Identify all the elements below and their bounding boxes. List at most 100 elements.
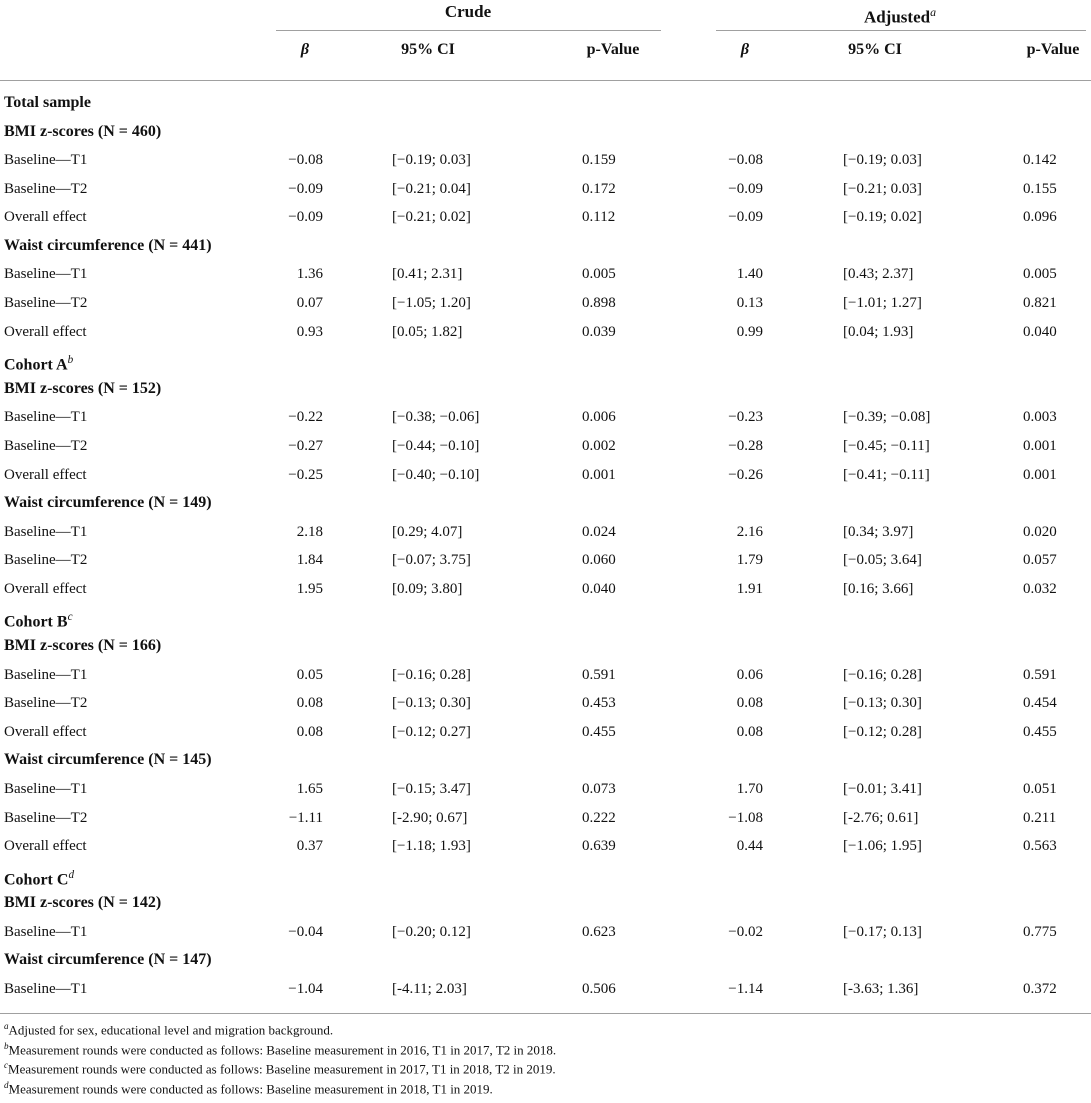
column-header: β <box>740 41 750 58</box>
row-label: Baseline—T1 <box>4 780 88 797</box>
cell: −0.28 <box>728 437 763 454</box>
row-label: Baseline—T2 <box>4 809 88 826</box>
measure-title: Waist circumference (N = 147) <box>4 951 212 969</box>
cell: 0.211 <box>1023 809 1057 826</box>
measure-title: BMI z-scores (N = 142) <box>4 894 162 912</box>
footnote-text: Measurement rounds were conducted as fol… <box>8 1080 493 1096</box>
cell: 0.591 <box>582 666 616 683</box>
cell: [−0.21; 0.04] <box>392 180 471 197</box>
cell: 0.821 <box>1023 295 1057 312</box>
cell: −1.08 <box>728 809 763 826</box>
cell: [-4.11; 2.03] <box>392 980 467 997</box>
cell: [−0.40; −0.10] <box>392 466 480 483</box>
cell: [−0.07; 3.75] <box>392 552 471 569</box>
cell: [0.29; 4.07] <box>392 523 463 540</box>
cell: [−0.17; 0.13] <box>843 923 922 940</box>
cell: [−0.13; 0.30] <box>392 695 471 712</box>
cell: [−0.45; −0.11] <box>843 437 930 454</box>
row-label: Baseline—T2 <box>4 552 88 569</box>
section-title: Cohort Cd <box>4 865 74 890</box>
group-header: Crude <box>318 2 618 22</box>
footnote-text: Adjusted for sex, educational level and … <box>8 1022 334 1038</box>
cell: 0.372 <box>1023 980 1057 997</box>
cell: −0.26 <box>728 466 763 483</box>
cell: [−0.12; 0.27] <box>392 723 471 740</box>
cell: [0.05; 1.82] <box>392 323 463 340</box>
section-title-sup: d <box>68 868 75 881</box>
cell: [−0.13; 0.30] <box>843 695 922 712</box>
group-header-text: Adjusted <box>863 7 931 27</box>
cell: 1.95 <box>296 580 323 597</box>
cell: 0.001 <box>1023 466 1057 483</box>
cell: 0.159 <box>582 152 616 169</box>
row-label: Baseline—T1 <box>4 923 88 940</box>
cell: 0.051 <box>1023 780 1057 797</box>
cell: 0.898 <box>582 295 616 312</box>
group-rule <box>716 30 1086 31</box>
group-rule <box>276 30 661 31</box>
section-title: Cohort Ab <box>4 350 73 375</box>
cell: 0.455 <box>582 723 616 740</box>
cell: 0.112 <box>582 209 616 226</box>
section-title-sup: c <box>67 611 73 624</box>
cell: −0.23 <box>728 409 763 426</box>
row-label: Baseline—T2 <box>4 695 88 712</box>
row-label: Overall effect <box>4 323 87 340</box>
cell: 0.155 <box>1023 180 1057 197</box>
cell: 0.005 <box>1023 266 1057 283</box>
cell: 0.001 <box>582 466 616 483</box>
cell: 0.37 <box>296 838 323 855</box>
cell: −0.09 <box>288 180 323 197</box>
section-title-text: Total sample <box>4 94 91 111</box>
cell: −0.04 <box>288 923 323 940</box>
section-title-text: Cohort C <box>4 870 69 888</box>
row-label: Baseline—T2 <box>4 437 88 454</box>
group-header-sup: a <box>930 5 937 19</box>
footnote-mark: d <box>4 1079 9 1090</box>
cell: 0.096 <box>1023 209 1057 226</box>
cell: 0.08 <box>736 695 763 712</box>
cell: [0.43; 2.37] <box>843 266 914 283</box>
column-header: p-Value <box>586 41 640 58</box>
cell: [−1.06; 1.95] <box>843 838 922 855</box>
group-header: Adjusteda <box>750 2 1050 28</box>
measure-title: Waist circumference (N = 149) <box>4 494 212 512</box>
footnote-text: Measurement rounds were conducted as fol… <box>8 1061 556 1077</box>
cell: [−0.20; 0.12] <box>392 923 471 940</box>
cell: 0.172 <box>582 180 616 197</box>
row-label: Baseline—T1 <box>4 523 88 540</box>
cell: 0.024 <box>582 523 616 540</box>
cell: [−0.12; 0.28] <box>843 723 922 740</box>
cell: 1.65 <box>296 780 323 797</box>
cell: 0.563 <box>1023 838 1057 855</box>
row-label: Baseline—T1 <box>4 266 88 283</box>
cell: 0.591 <box>1023 666 1057 683</box>
row-label: Baseline—T1 <box>4 152 88 169</box>
cell: 0.639 <box>582 838 616 855</box>
cell: [−0.41; −0.11] <box>843 466 930 483</box>
cell: 0.44 <box>736 838 763 855</box>
cell: [−0.44; −0.10] <box>392 437 480 454</box>
cell: 0.13 <box>736 295 763 312</box>
footnote-mark: c <box>4 1060 9 1070</box>
cell: 0.006 <box>582 409 616 426</box>
cell: −0.09 <box>728 209 763 226</box>
cell: [−0.05; 3.64] <box>843 552 922 569</box>
measure-title: Waist circumference (N = 441) <box>4 236 212 254</box>
row-label: Overall effect <box>4 723 87 740</box>
cell: −0.08 <box>288 152 323 169</box>
cell: −0.09 <box>288 209 323 226</box>
footer-rule <box>0 1013 1091 1014</box>
cell: 0.057 <box>1023 552 1057 569</box>
cell: −0.27 <box>288 437 323 454</box>
cell: −1.04 <box>288 980 323 997</box>
cell: −0.09 <box>728 180 763 197</box>
cell: 0.001 <box>1023 437 1057 454</box>
section-title-sup: b <box>67 354 74 367</box>
row-label: Overall effect <box>4 209 87 226</box>
cell: 0.623 <box>582 923 616 940</box>
cell: [−0.19; 0.02] <box>843 209 922 226</box>
cell: 1.70 <box>736 780 763 797</box>
cell: [−0.01; 3.41] <box>843 780 922 797</box>
